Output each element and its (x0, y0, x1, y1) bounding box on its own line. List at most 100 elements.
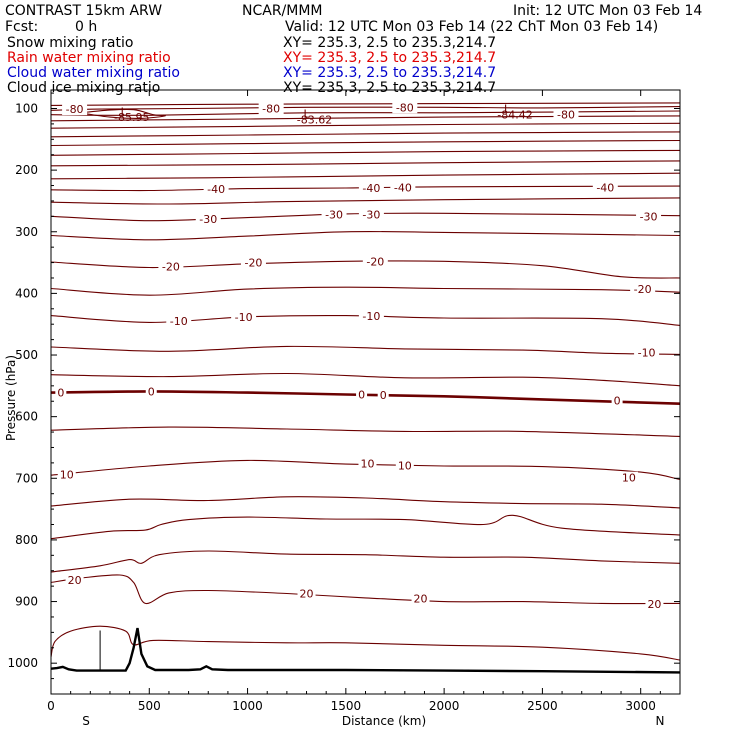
y-tick-label: 1000 (7, 656, 38, 670)
forecast-value: 0 h (75, 19, 97, 35)
contour-label: -40 (596, 181, 614, 194)
field-xy: XY= 235.3, 2.5 to 235.3,214.7 (283, 50, 496, 66)
contour-line (51, 574, 680, 605)
x-tick-label: 1500 (331, 699, 362, 713)
contour-label: -80 (262, 102, 280, 115)
contour-label: 0 (614, 395, 621, 408)
y-tick-label: 200 (15, 163, 38, 177)
contour-label: 0 (148, 385, 155, 398)
y-tick-label: 500 (15, 348, 38, 362)
contour-label-bg (358, 208, 384, 221)
contour-label-bg (553, 108, 579, 121)
contour-label-bg (258, 102, 284, 115)
contour-label: -10 (362, 310, 380, 323)
contour-label: 20 (414, 592, 428, 605)
contour-label-bg (65, 573, 84, 586)
contour-label-bg (411, 592, 430, 605)
contour-label: 0 (57, 387, 64, 400)
contour-label: -80 (66, 103, 84, 116)
north-label: N (656, 714, 665, 728)
contour-line (51, 160, 680, 167)
contour-label-bg (377, 389, 389, 402)
contour-line (51, 106, 680, 111)
contour-label-bg (592, 181, 618, 194)
contour-label-bg (358, 457, 377, 470)
init-time: Init: 12 UTC Mon 03 Feb 14 (513, 3, 702, 19)
center-label: NCAR/MMM (242, 3, 323, 19)
forecast-label: Fcst: (5, 19, 38, 35)
y-tick-label: 900 (15, 595, 38, 609)
contour-label-bg (358, 181, 384, 194)
contour-label-bg (195, 212, 221, 225)
chart-title: CONTRAST 15km ARW (5, 3, 162, 19)
contour-label-bg (145, 385, 157, 398)
contour-label: -20 (634, 283, 652, 296)
field-xy: XY= 235.3, 2.5 to 235.3,214.7 (283, 35, 496, 51)
contour-label: 20 (68, 574, 82, 587)
field-name: Cloud ice mixing ratio (7, 80, 160, 96)
contour-label: 10 (398, 459, 412, 472)
contour-label-bg (636, 210, 662, 223)
contour-label: -20 (366, 255, 384, 268)
field-name: Rain water mixing ratio (7, 50, 171, 66)
low-center-marker: L (504, 102, 511, 115)
contour-label-bg (356, 388, 368, 401)
field-name: Cloud water mixing ratio (7, 65, 180, 81)
contour-label-bg (158, 260, 184, 273)
y-tick-label: 100 (15, 101, 38, 115)
field-xy: XY= 235.3, 2.5 to 235.3,214.7 (283, 80, 496, 96)
contour-line (51, 139, 680, 147)
contour-line (51, 102, 680, 106)
contour-line (51, 197, 680, 205)
contour-label-bg (392, 101, 418, 114)
contour-label-bg (362, 255, 388, 268)
contour-label-bg (55, 386, 67, 399)
contour-label: 10 (360, 457, 374, 470)
contour-line (51, 131, 680, 138)
contour-label: -80 (557, 109, 575, 122)
contour-line (51, 345, 680, 355)
contour-label-bg (395, 459, 414, 472)
x-tick-label: 500 (138, 699, 161, 713)
contour-label: -10 (638, 347, 656, 360)
south-label: S (82, 714, 90, 728)
contour-label: -10 (170, 315, 188, 328)
low-contour (80, 108, 166, 119)
contour-line (51, 149, 680, 156)
low-center-marker: L (303, 107, 310, 120)
contour-line (51, 459, 680, 481)
contour-label: -80 (396, 101, 414, 114)
terrain-line (51, 627, 680, 674)
low-center-value: -85.95 (114, 111, 149, 124)
contour-label: 10 (60, 469, 74, 482)
contour-label: 20 (647, 598, 661, 611)
contour-label-bg (619, 471, 638, 484)
field-xy: XY= 235.3, 2.5 to 235.3,214.7 (283, 65, 496, 81)
contour-label: -20 (244, 257, 262, 270)
y-axis-label: Pressure (hPa) (4, 355, 18, 441)
contour-label: 0 (380, 389, 387, 402)
contour-label: -40 (362, 182, 380, 195)
contour-line (51, 550, 680, 573)
low-center-value: -84.42 (497, 109, 532, 122)
y-tick-label: 300 (15, 225, 38, 239)
low-center-marker: L (121, 106, 128, 119)
contour-label: 10 (622, 472, 636, 485)
y-tick-label: 800 (15, 533, 38, 547)
contour-line (51, 185, 680, 192)
contour-line (51, 286, 680, 296)
contour-label: -20 (162, 260, 180, 273)
contour-label-bg (297, 587, 316, 600)
x-axis-label: Distance (km) (342, 714, 426, 728)
x-tick-label: 2000 (429, 699, 460, 713)
x-tick-label: 2500 (527, 699, 558, 713)
contour-label: -10 (235, 311, 253, 324)
contour-line (51, 514, 680, 540)
contour-label-bg (62, 103, 88, 116)
contour-label-bg (231, 310, 257, 323)
contour-label-bg (321, 208, 347, 221)
contour-label-bg (203, 183, 229, 196)
contour-label-bg (358, 310, 384, 323)
contour-line (51, 625, 680, 661)
contour-label-bg (166, 315, 192, 328)
